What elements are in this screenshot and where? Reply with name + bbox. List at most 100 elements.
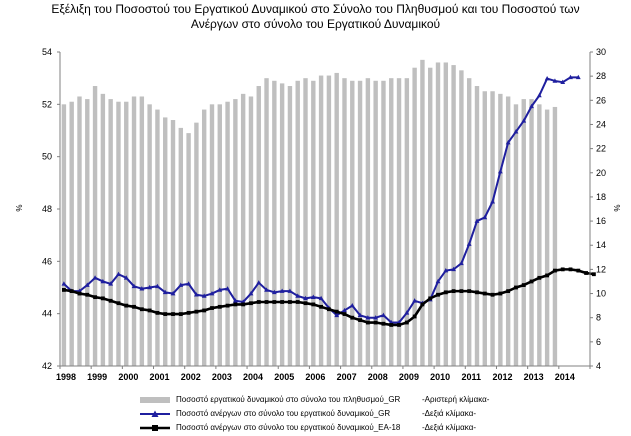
bar: [100, 93, 106, 367]
bar: [201, 109, 207, 366]
point-unemployment-ea18: [77, 291, 82, 296]
line-series: [61, 74, 596, 327]
point-unemployment-ea18: [327, 307, 331, 312]
point-unemployment-gr: [466, 241, 472, 246]
bar: [139, 96, 145, 366]
bar: [303, 78, 308, 367]
point-unemployment-gr: [474, 218, 480, 223]
point-unemployment-gr: [443, 267, 449, 273]
bar: [326, 75, 332, 367]
point-unemployment-gr: [529, 103, 534, 109]
point-unemployment-ea18: [428, 296, 433, 301]
right-axis-tick-label: 6: [596, 337, 601, 347]
point-unemployment-ea18: [69, 289, 74, 294]
point-unemployment-ea18: [210, 306, 214, 310]
point-unemployment-gr: [209, 290, 215, 296]
point-unemployment-gr: [505, 139, 511, 145]
chart-axes: 424446485052544681012141618202224262830%…: [15, 47, 622, 382]
bar: [334, 72, 339, 367]
point-unemployment-gr: [178, 282, 184, 287]
point-unemployment-ea18: [249, 301, 253, 306]
bar: [225, 101, 230, 366]
legend-swatch-triangle-line: [140, 410, 170, 417]
right-axis-tick-label: 16: [596, 216, 606, 226]
left-axis-tick-label: 54: [42, 47, 52, 57]
x-axis-tick-label: 2002: [181, 372, 201, 382]
legend-item-unemployment-ea18: Ποσοστό ανέργων στο σύνολο του εργατικού…: [140, 421, 560, 435]
bar: [209, 104, 215, 366]
legend-swatch-bar: [140, 397, 170, 403]
bar: [490, 91, 495, 366]
bar: [116, 101, 121, 366]
bar: [287, 86, 293, 367]
point-unemployment-ea18: [194, 309, 199, 314]
x-axis-tick-label: 2008: [368, 372, 388, 382]
point-unemployment-gr: [100, 278, 106, 284]
bar: [318, 75, 324, 367]
point-unemployment-gr: [287, 288, 293, 293]
x-axis-tick-label: 2006: [305, 372, 325, 382]
point-unemployment-gr: [568, 74, 573, 80]
point-unemployment-ea18: [256, 300, 261, 304]
point-unemployment-ea18: [490, 292, 495, 297]
point-unemployment-ea18: [303, 301, 308, 306]
point-unemployment-gr: [459, 260, 464, 266]
bar: [92, 86, 98, 367]
bar: [521, 99, 526, 366]
bar: [279, 83, 285, 367]
bar: [295, 80, 300, 366]
point-unemployment-gr: [357, 312, 363, 318]
bar: [248, 96, 254, 366]
point-unemployment-ea18: [233, 302, 238, 307]
x-axis-tick-label: 2012: [492, 372, 512, 382]
point-unemployment-gr: [373, 315, 379, 320]
point-unemployment-gr: [497, 168, 503, 174]
point-unemployment-gr: [575, 74, 581, 80]
bar: [124, 101, 129, 366]
point-unemployment-ea18: [467, 289, 472, 294]
point-unemployment-ea18: [155, 310, 160, 315]
bar: [459, 70, 464, 366]
bar: [233, 99, 238, 366]
point-unemployment-gr: [162, 289, 168, 295]
bar: [186, 133, 191, 366]
legend-item-labour-force-gr: Ποσοστό εργατικού δυναμικού στο σύνολο τ…: [140, 393, 560, 407]
point-unemployment-gr: [170, 290, 176, 296]
bar: [474, 86, 480, 367]
legend: Ποσοστό εργατικού δυναμικού στο σύνολο τ…: [140, 393, 560, 435]
point-unemployment-ea18: [334, 309, 339, 314]
point-unemployment-gr: [404, 310, 410, 315]
point-unemployment-gr: [92, 275, 98, 280]
point-unemployment-ea18: [264, 300, 269, 304]
bar: [396, 78, 402, 367]
bar: [194, 122, 199, 367]
bar: [77, 96, 82, 366]
point-unemployment-gr: [349, 303, 355, 308]
point-unemployment-ea18: [482, 291, 487, 296]
legend-label-unemployment-ea18: Ποσοστό ανέργων στο σύνολο του εργατικού…: [176, 423, 401, 432]
point-unemployment-gr: [365, 315, 371, 320]
point-unemployment-ea18: [93, 295, 97, 300]
point-unemployment-ea18: [100, 296, 105, 301]
point-unemployment-ea18: [365, 320, 370, 325]
bar: [256, 86, 261, 367]
bar: [69, 101, 74, 366]
point-unemployment-ea18: [537, 275, 542, 280]
point-unemployment-gr: [108, 281, 114, 286]
right-axis-tick-label: 12: [596, 264, 606, 274]
chart-title-line-2: Ανέργων στο σύνολο του Εργατικού Δυναμικ…: [190, 17, 441, 31]
x-axis-tick-label: 2014: [555, 372, 575, 382]
bar: [147, 104, 152, 366]
point-unemployment-gr: [116, 271, 121, 277]
point-unemployment-gr: [123, 275, 129, 280]
bar-series: [61, 59, 558, 367]
point-unemployment-ea18: [475, 290, 479, 295]
point-unemployment-ea18: [553, 268, 557, 273]
point-unemployment-gr: [552, 78, 558, 83]
bar: [505, 96, 511, 366]
legend-label-labour-force-gr: Ποσοστό εργατικού δυναμικού στο σύνολο τ…: [176, 395, 401, 404]
left-axis-tick-label: 46: [42, 256, 52, 266]
bar: [85, 99, 90, 366]
point-unemployment-ea18: [358, 318, 362, 323]
x-axis-tick-label: 2003: [212, 372, 232, 382]
